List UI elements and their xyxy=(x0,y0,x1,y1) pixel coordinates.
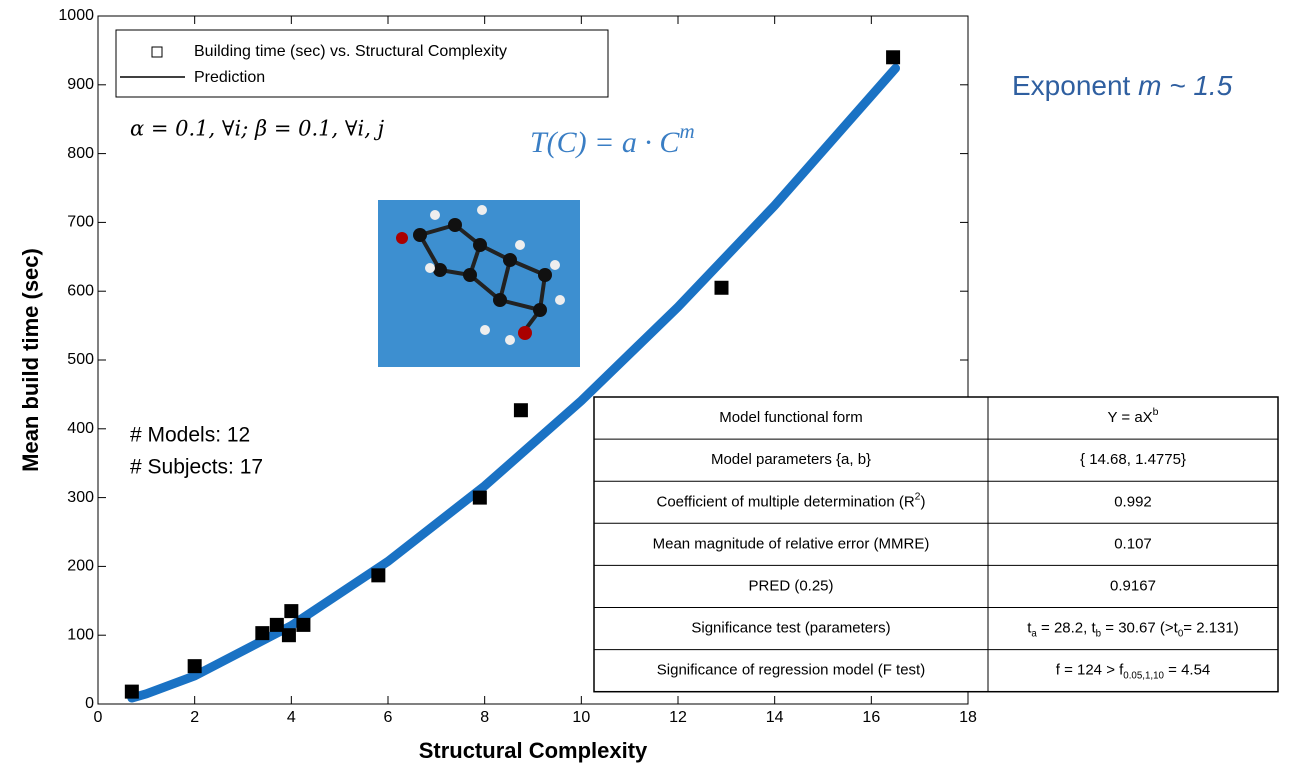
text-part: Model functional form xyxy=(719,409,862,426)
data-point xyxy=(886,50,901,65)
data-point xyxy=(124,684,139,699)
text-part: Mean magnitude of relative error (MMRE) xyxy=(653,535,930,552)
text-part: = 2.131) xyxy=(1183,620,1238,637)
y-tick-label: 800 xyxy=(67,145,94,162)
x-tick-label: 8 xyxy=(480,709,489,726)
data-point xyxy=(255,626,270,641)
table-cell: Coefficient of multiple determination (R… xyxy=(656,490,925,510)
text-part: 2 xyxy=(915,490,921,502)
x-axis-label: Structural Complexity xyxy=(419,738,648,763)
y-tick-label: 0 xyxy=(85,695,94,712)
table-cell: Model functional form xyxy=(719,409,862,426)
text-part: f = 124 > f xyxy=(1056,662,1124,679)
table-cell: PRED (0.25) xyxy=(748,577,833,594)
text-part: a xyxy=(1031,629,1037,640)
y-axis-label: Mean build time (sec) xyxy=(18,248,43,472)
data-point xyxy=(187,659,202,674)
table-cell: f = 124 > f0.05,1,10 = 4.54 xyxy=(1056,662,1211,682)
y-tick-label: 400 xyxy=(67,420,94,437)
text-part: b xyxy=(1096,629,1102,640)
legend-label: Prediction xyxy=(194,69,265,86)
x-tick-label: 14 xyxy=(766,709,784,726)
text-part: Y = aX xyxy=(1107,409,1152,426)
text-part: Coefficient of multiple determination (R xyxy=(656,493,914,510)
text-part: m xyxy=(679,119,694,143)
x-tick-label: 10 xyxy=(572,709,590,726)
annotation: # Subjects: 17 xyxy=(130,456,263,479)
exponent-note: Exponent m ~ 1.5 xyxy=(1012,70,1233,101)
y-tick-label: 700 xyxy=(67,214,94,231)
legend-label: Building time (sec) vs. Structural Compl… xyxy=(194,43,507,60)
legend: Building time (sec) vs. Structural Compl… xyxy=(115,29,609,98)
data-point xyxy=(281,628,296,643)
table-cell: 0.9167 xyxy=(1110,577,1156,594)
text-part: 0.9167 xyxy=(1110,577,1156,594)
y-tick-label: 300 xyxy=(67,489,94,506)
text-part: { 14.68, 1.4775} xyxy=(1080,451,1186,468)
data-point xyxy=(284,604,299,619)
table-cell: Y = aXb xyxy=(1107,406,1158,426)
x-tick-label: 16 xyxy=(862,709,880,726)
x-tick-label: 4 xyxy=(287,709,296,726)
text-part: PRED (0.25) xyxy=(748,577,833,594)
data-point xyxy=(269,617,284,632)
text-part: = 4.54 xyxy=(1164,662,1210,679)
text-part: Model parameters {a, b} xyxy=(711,451,871,468)
formula: T(C) = a · Cm xyxy=(530,119,695,159)
data-point xyxy=(714,280,729,295)
x-tick-label: 0 xyxy=(94,709,103,726)
text-part: Significance of regression model (F test… xyxy=(657,662,925,679)
prediction-line xyxy=(127,63,900,703)
table-cell: { 14.68, 1.4775} xyxy=(1080,451,1186,468)
x-tick-label: 12 xyxy=(669,709,687,726)
text-part: Exponent xyxy=(1012,70,1138,101)
x-tick-label: 2 xyxy=(190,709,199,726)
table-cell: Model parameters {a, b} xyxy=(711,451,871,468)
y-tick-label: 900 xyxy=(67,76,94,93)
y-tick-label: 1000 xyxy=(58,7,94,24)
text-part: 0.992 xyxy=(1114,493,1152,510)
data-point xyxy=(472,490,487,505)
table-cell: Mean magnitude of relative error (MMRE) xyxy=(653,535,930,552)
text-part: 0.107 xyxy=(1114,535,1152,552)
x-tick-label: 18 xyxy=(959,709,977,726)
y-tick-label: 100 xyxy=(67,626,94,643)
text-part: 0.05,1,10 xyxy=(1123,671,1164,682)
table-cell: 0.992 xyxy=(1114,493,1152,510)
annotation: # Models: 12 xyxy=(130,424,250,447)
table-frame xyxy=(593,396,1279,693)
text-part: = 28.2, t xyxy=(1037,620,1097,637)
table-cell: Significance of regression model (F test… xyxy=(657,662,925,679)
table-cell: ta = 28.2, tb = 30.67 (>t0= 2.131) xyxy=(1027,620,1238,640)
y-tick-label: 200 xyxy=(67,558,94,575)
text-part: m ~ 1.5 xyxy=(1138,70,1233,101)
text-part: T(C) = a · C xyxy=(530,126,680,159)
data-point xyxy=(296,617,311,632)
text-part: Significance test (parameters) xyxy=(691,620,890,637)
x-tick-label: 6 xyxy=(384,709,393,726)
y-tick-label: 600 xyxy=(67,282,94,299)
text-part: b xyxy=(1153,406,1159,418)
data-point xyxy=(513,403,528,418)
y-tick-label: 500 xyxy=(67,351,94,368)
text-part: ) xyxy=(921,493,926,510)
text-part: = 30.67 (>t xyxy=(1101,620,1179,637)
text-part: 0 xyxy=(1178,629,1184,640)
table-cell: Significance test (parameters) xyxy=(691,620,890,637)
text-part: t xyxy=(1027,620,1032,637)
table-cell: 0.107 xyxy=(1114,535,1152,552)
molecule-photo xyxy=(378,200,580,367)
data-point xyxy=(371,568,386,583)
annotation: α = 0.1, ∀i; β = 0.1, ∀i, j xyxy=(130,117,385,141)
